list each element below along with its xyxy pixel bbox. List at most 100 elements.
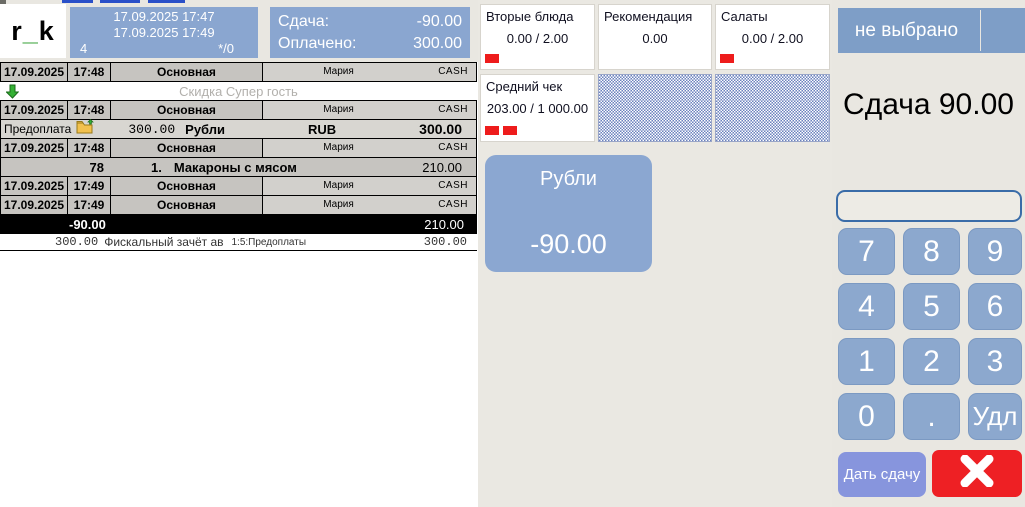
currency-name: Рубли bbox=[540, 168, 597, 190]
numpad-key-3[interactable]: 3 bbox=[968, 338, 1022, 385]
fiscal-detail: 1:5:Предоплаты bbox=[231, 236, 307, 248]
row-payment: CASH bbox=[414, 196, 476, 214]
session-header-row: 17.09.2025 17:48 Основная Мария CASH bbox=[0, 101, 477, 120]
receipt-table: 17.09.2025 17:48 Основная Мария CASH Ски… bbox=[0, 62, 477, 251]
session-header-row: 17.09.2025 17:49 Основная Мария CASH bbox=[0, 177, 477, 196]
numpad: 7 8 9 4 5 6 1 2 3 0 . Удл bbox=[838, 228, 1022, 440]
card-title: Вторые блюда bbox=[486, 9, 574, 24]
numpad-key-dot[interactable]: . bbox=[903, 393, 960, 440]
change-due-amount: -90.00 bbox=[69, 216, 106, 232]
card-value: 0.00 bbox=[642, 31, 668, 46]
folder-icon bbox=[76, 119, 95, 137]
selection-button[interactable]: не выбрано bbox=[838, 8, 1025, 53]
titlebar-fragment bbox=[100, 0, 140, 3]
numpad-key-0[interactable]: 0 bbox=[838, 393, 895, 440]
metric-card-second-courses[interactable]: Вторые блюда 0.00 / 2.00 bbox=[480, 4, 595, 70]
prepayment-currency: Рубли bbox=[185, 121, 226, 137]
card-title: Рекомендация bbox=[604, 9, 693, 24]
row-time: 17:48 bbox=[68, 63, 111, 81]
fiscal-label: Фискальный зачёт ав bbox=[104, 235, 224, 249]
close-x-icon bbox=[957, 454, 997, 492]
metric-card-recommendation[interactable]: Рекомендация 0.00 bbox=[598, 4, 712, 70]
discount-row[interactable]: Скидка Супер гость bbox=[0, 82, 477, 101]
give-change-label: Дать сдачу bbox=[843, 466, 921, 483]
prepayment-label: Предоплата bbox=[4, 122, 72, 136]
session-header-row: 17.09.2025 17:48 Основная Мария CASH bbox=[0, 62, 477, 82]
prepayment-total: 300.00 bbox=[419, 121, 462, 137]
row-date: 17.09.2025 bbox=[1, 196, 68, 214]
discount-arrow-icon bbox=[5, 84, 20, 102]
currency-payment-button[interactable]: Рубли -90.00 bbox=[485, 155, 652, 272]
numpad-key-1[interactable]: 1 bbox=[838, 338, 895, 385]
card-value: 0.00 / 2.00 bbox=[741, 31, 804, 46]
amount-input[interactable] bbox=[836, 190, 1022, 222]
numpad-key-7[interactable]: 7 bbox=[838, 228, 895, 275]
fiscal-amount: 300.00 bbox=[55, 235, 99, 249]
card-value: 0.00 / 2.00 bbox=[506, 31, 569, 46]
progress-indicator bbox=[720, 54, 734, 63]
row-payment: CASH bbox=[414, 63, 476, 81]
progress-indicator bbox=[485, 54, 499, 63]
fiscal-row: 300.00 Фискальный зачёт ав 1:5:Предоплат… bbox=[0, 234, 477, 251]
row-order-type: Основная bbox=[111, 139, 263, 157]
card-title: Средний чек bbox=[486, 79, 563, 94]
row-waiter: Мария bbox=[263, 177, 414, 195]
row-date: 17.09.2025 bbox=[1, 177, 68, 195]
row-payment: CASH bbox=[414, 101, 476, 119]
button-divider bbox=[980, 10, 981, 51]
numpad-key-6[interactable]: 6 bbox=[968, 283, 1022, 330]
dish-code: 78 bbox=[89, 159, 104, 175]
row-order-type: Основная bbox=[111, 63, 263, 81]
row-date: 17.09.2025 bbox=[1, 101, 68, 119]
titlebar-fragment bbox=[62, 0, 93, 3]
row-waiter: Мария bbox=[263, 101, 414, 119]
row-waiter: Мария bbox=[263, 196, 414, 214]
numpad-key-4[interactable]: 4 bbox=[838, 283, 895, 330]
change-label: Сдача: bbox=[278, 13, 330, 30]
numpad-key-delete[interactable]: Удл bbox=[968, 393, 1022, 440]
rkeeper-logo: r_k bbox=[0, 4, 66, 58]
row-time: 17:49 bbox=[68, 177, 111, 195]
prepayment-amount: 300.00 bbox=[128, 121, 176, 137]
row-time: 17:49 bbox=[68, 196, 111, 214]
dish-row[interactable]: 78 1. Макароны с мясом 210.00 bbox=[0, 158, 477, 177]
category-tile[interactable] bbox=[715, 74, 830, 142]
numpad-key-5[interactable]: 5 bbox=[903, 283, 960, 330]
row-payment: CASH bbox=[414, 177, 476, 195]
row-time: 17:48 bbox=[68, 101, 111, 119]
dish-line-number: 1. bbox=[151, 159, 162, 175]
titlebar-fragment bbox=[148, 0, 185, 3]
row-order-type: Основная bbox=[111, 177, 263, 195]
numpad-key-9[interactable]: 9 bbox=[968, 228, 1022, 275]
card-value: 203.00 / 1 000.00 bbox=[486, 101, 589, 116]
metric-card-average-check[interactable]: Средний чек 203.00 / 1 000.00 bbox=[480, 74, 595, 142]
session-marker: */0 bbox=[218, 41, 234, 56]
category-tile[interactable] bbox=[598, 74, 712, 142]
row-waiter: Мария bbox=[263, 139, 414, 157]
keypad-panel: не выбрано Сдача 90.00 7 8 9 4 5 6 1 2 3… bbox=[832, 0, 1025, 507]
card-title: Салаты bbox=[721, 9, 768, 24]
close-button[interactable] bbox=[932, 450, 1022, 497]
currency-amount: -90.00 bbox=[530, 229, 607, 259]
row-time: 17:48 bbox=[68, 139, 111, 157]
discount-name: Скидка Супер гость bbox=[179, 83, 298, 99]
session-current-time: 17.09.2025 17:49 bbox=[113, 25, 215, 40]
dish-name: Макароны с мясом bbox=[173, 159, 297, 175]
paid-value: 300.00 bbox=[413, 35, 462, 52]
prepayment-row[interactable]: Предоплата 300.00 Рубли RUB 300.00 bbox=[0, 119, 477, 139]
metric-card-salads[interactable]: Салаты 0.00 / 2.00 bbox=[715, 4, 830, 70]
row-date: 17.09.2025 bbox=[1, 63, 68, 81]
give-change-button[interactable]: Дать сдачу bbox=[838, 452, 926, 497]
logo-text: r_k bbox=[11, 15, 55, 46]
corner-mark bbox=[0, 0, 6, 6]
change-value: -90.00 bbox=[416, 13, 462, 30]
row-order-type: Основная bbox=[111, 101, 263, 119]
dish-price: 210.00 bbox=[422, 159, 462, 175]
numpad-key-2[interactable]: 2 bbox=[903, 338, 960, 385]
session-opened-time: 17.09.2025 17:47 bbox=[113, 9, 215, 24]
session-info-box: 17.09.2025 17:47 17.09.2025 17:49 4 */0 bbox=[70, 7, 258, 58]
numpad-key-8[interactable]: 8 bbox=[903, 228, 960, 275]
session-header-row: 17.09.2025 17:48 Основная Мария CASH bbox=[0, 139, 477, 158]
prepayment-currency-code: RUB bbox=[308, 121, 337, 137]
row-waiter: Мария bbox=[263, 63, 414, 81]
